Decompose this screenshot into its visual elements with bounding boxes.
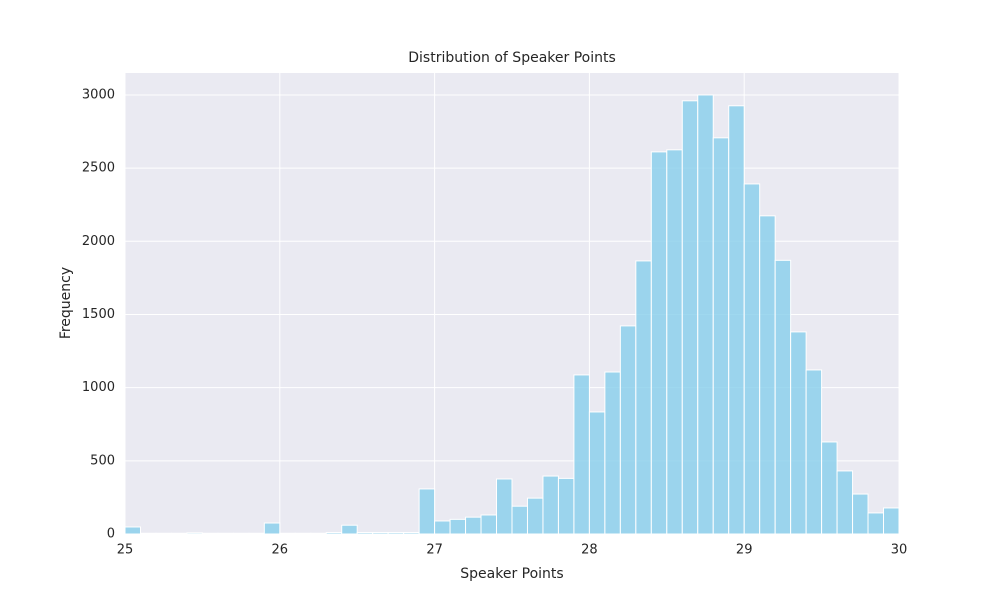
bar <box>712 137 730 535</box>
bar <box>387 532 405 535</box>
bar <box>728 105 745 535</box>
y-tick-label: 0 <box>107 527 115 542</box>
bar <box>588 411 606 535</box>
bar <box>341 524 358 535</box>
bar <box>434 520 451 535</box>
bar <box>294 532 312 535</box>
x-tick-label: 25 <box>117 543 134 558</box>
y-tick-label: 1000 <box>82 380 115 395</box>
bar <box>186 532 203 535</box>
bar <box>852 493 869 535</box>
x-axis-label: Speaker Points <box>460 566 563 582</box>
bar <box>511 505 528 535</box>
bar <box>805 369 823 535</box>
bar <box>279 532 296 535</box>
bar <box>743 183 761 535</box>
bar <box>790 331 807 535</box>
bar <box>217 532 234 535</box>
y-tick-label: 2000 <box>82 234 115 249</box>
y-tick-label: 500 <box>90 453 115 468</box>
bar <box>666 149 683 535</box>
y-tick-label: 3000 <box>82 87 115 102</box>
bar <box>139 532 157 535</box>
bar <box>836 470 854 535</box>
bar <box>310 532 327 535</box>
bar <box>356 532 374 535</box>
bar <box>263 522 281 535</box>
bar <box>883 507 900 535</box>
bar <box>526 497 544 535</box>
bar <box>403 532 420 535</box>
bar <box>867 512 885 535</box>
bar <box>232 532 250 535</box>
bar <box>155 532 172 535</box>
bar <box>496 478 513 535</box>
x-tick-label: 29 <box>736 543 753 558</box>
bar <box>681 100 699 535</box>
bar <box>449 518 467 535</box>
bar <box>697 94 714 535</box>
bar <box>124 526 141 535</box>
bar <box>557 477 575 535</box>
x-tick-label: 30 <box>891 543 908 558</box>
bar <box>480 514 498 535</box>
bar <box>619 325 637 535</box>
bar <box>201 532 219 535</box>
bar <box>542 475 559 535</box>
bar <box>774 259 792 535</box>
bar <box>604 371 621 535</box>
bar <box>325 532 343 535</box>
bar <box>170 532 188 535</box>
chart-title: Distribution of Speaker Points <box>408 50 616 66</box>
bar <box>465 516 482 535</box>
x-tick-label: 28 <box>581 543 598 558</box>
bar <box>372 532 389 535</box>
x-tick-label: 27 <box>426 543 443 558</box>
bar <box>650 151 668 535</box>
bar <box>759 215 776 535</box>
bar <box>418 488 436 535</box>
y-axis-label: Frequency <box>58 267 74 339</box>
bar <box>573 374 590 535</box>
y-tick-label: 1500 <box>82 307 115 322</box>
bar <box>248 532 265 535</box>
y-tick-label: 2500 <box>82 161 115 176</box>
bar <box>635 260 652 535</box>
bar <box>821 441 838 535</box>
x-tick-label: 26 <box>272 543 289 558</box>
